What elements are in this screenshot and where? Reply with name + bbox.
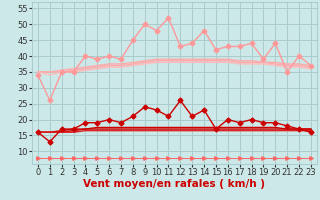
X-axis label: Vent moyen/en rafales ( km/h ): Vent moyen/en rafales ( km/h )	[84, 179, 265, 189]
